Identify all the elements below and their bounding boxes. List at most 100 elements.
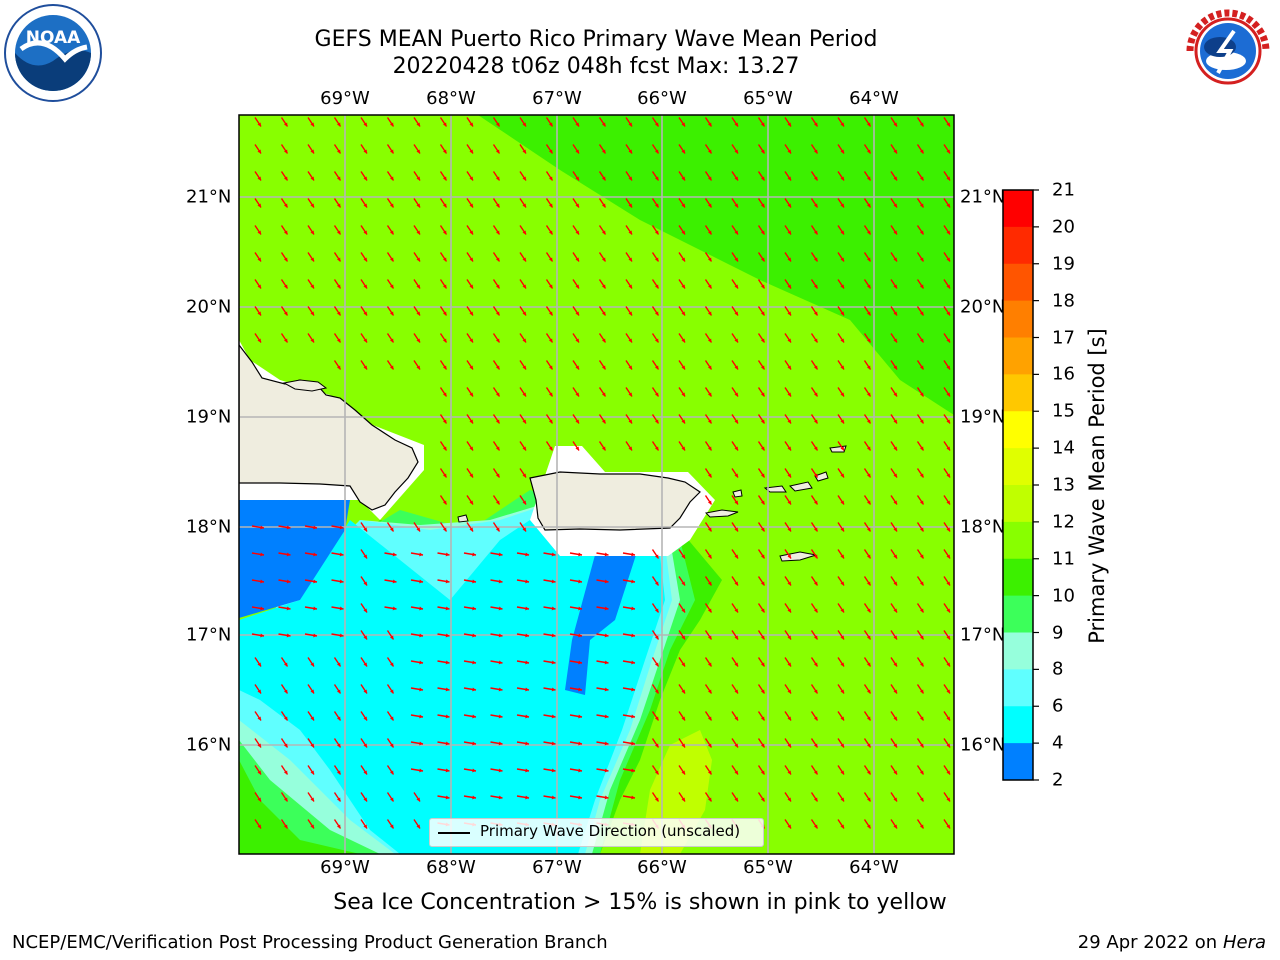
chart-title: GEFS MEAN Puerto Rico Primary Wave Mean … (314, 27, 878, 52)
wave-arrow-head (283, 662, 288, 667)
wave-arrow-head (681, 662, 685, 667)
wave-arrow-head (654, 608, 659, 613)
colorbar-tick-label: 8 (1052, 658, 1064, 680)
wave-arrow-head (548, 230, 553, 235)
wave-arrow-head (283, 824, 288, 829)
wave-arrow-head (654, 284, 659, 289)
wave-arrow-head (419, 741, 423, 746)
wave-arrow-head (310, 230, 314, 235)
wave-arrow-head (866, 689, 871, 694)
wave-arrow-head (893, 689, 897, 694)
wave-arrow-head (310, 149, 314, 154)
colorbar-swatch (1003, 337, 1033, 375)
wave-arrow-head (628, 257, 632, 262)
wave-arrow-head (416, 149, 420, 154)
wave-arrow-head (919, 608, 924, 613)
wave-arrow-head (363, 743, 367, 748)
wave-arrow-head (469, 203, 473, 208)
colorbar-swatch (1003, 706, 1033, 744)
wave-arrow-head (601, 419, 606, 424)
chart-subtitle: 20220428 t06z 048h fcst Max: 13.27 (392, 54, 800, 79)
wave-arrow-head (310, 122, 314, 127)
wave-arrow-head (363, 122, 367, 127)
wave-arrow-head (442, 176, 447, 181)
land-tortola (789, 481, 813, 492)
wave-arrow-head (787, 473, 791, 478)
wave-arrow-head (813, 176, 818, 181)
wave-arrow-head (575, 203, 579, 208)
wave-arrow-head (548, 446, 553, 451)
wave-arrow-head (734, 635, 738, 640)
wave-arrow-head (339, 525, 344, 530)
wave-arrow-head (893, 446, 897, 451)
wave-arrow-head (707, 770, 712, 775)
footer-date: 29 Apr 2022 on Hera (1078, 932, 1266, 953)
wave-arrow-head (548, 149, 553, 154)
wave-arrow-head (442, 311, 447, 316)
wave-arrow-head (654, 446, 659, 451)
wave-arrow-head (681, 689, 685, 694)
wave-arrow-head (919, 230, 924, 235)
wave-arrow-head (919, 149, 924, 154)
wave-arrow-head (416, 257, 420, 262)
wave-arrow-head (389, 149, 394, 154)
wave-arrow-head (919, 743, 924, 748)
wave-arrow-head (283, 716, 288, 721)
wave-arrow-head (654, 554, 659, 559)
wave-arrow-head (840, 122, 844, 127)
wave-arrow-head (575, 122, 579, 127)
bottom-lon-label: 69°W (320, 857, 370, 878)
wave-arrow-head (628, 446, 632, 451)
wave-arrow-head (389, 770, 394, 775)
wave-arrow-head (283, 743, 288, 748)
wave-arrow-head (283, 311, 288, 316)
wave-arrow-head (363, 527, 367, 532)
wave-arrow-head (787, 122, 791, 127)
wave-arrow-head (495, 365, 500, 370)
wave-arrow-head (919, 176, 924, 181)
wave-arrow-head (681, 311, 685, 316)
wave-arrow-head (604, 741, 609, 746)
wave-arrow-head (495, 527, 500, 532)
wave-arrow-head (707, 446, 712, 451)
wave-arrow-head (840, 338, 844, 343)
wave-arrow-head (283, 770, 288, 775)
wave-arrow-head (336, 203, 341, 208)
wave-arrow-head (946, 311, 950, 316)
field-4-6-south (565, 555, 636, 695)
wave-arrow-head (813, 527, 818, 532)
wave-arrow-head (363, 662, 367, 667)
wave-arrow-head (601, 284, 606, 289)
wave-arrow-head (734, 392, 738, 397)
wave-arrow-head (628, 176, 632, 181)
colorbar-swatch (1003, 743, 1033, 781)
wave-arrow-head (760, 338, 765, 343)
wave-arrow-head (840, 473, 844, 478)
wave-arrow-head (578, 579, 582, 584)
wave-arrow-head (787, 689, 791, 694)
wave-arrow-head (787, 635, 791, 640)
wave-arrow-head (286, 579, 291, 584)
wave-arrow-head (946, 527, 950, 532)
wave-arrow-head (575, 338, 579, 343)
wave-arrow-head (919, 122, 924, 127)
wave-arrow-head (548, 311, 553, 316)
wave-arrow-head (310, 797, 314, 802)
right-lat-label: 21°N (960, 186, 1006, 208)
wave-arrow-head (260, 579, 264, 584)
wave-arrow-head (893, 473, 897, 478)
wave-arrow-head (260, 552, 264, 557)
wave-arrow-head (578, 606, 582, 611)
wave-arrow-head (654, 770, 659, 775)
wave-arrow-head (631, 579, 635, 584)
wave-arrow-head (654, 230, 659, 235)
wave-arrow-head (707, 716, 712, 721)
wave-arrow-head (707, 419, 712, 424)
wave-arrow-head (734, 743, 738, 748)
wave-arrow-head (336, 176, 341, 181)
wave-arrow-head (654, 338, 659, 343)
wave-arrow-head (946, 419, 950, 424)
wave-arrow-head (419, 579, 423, 584)
wave-arrow-head (840, 230, 844, 235)
wave-arrow-head (445, 687, 450, 692)
